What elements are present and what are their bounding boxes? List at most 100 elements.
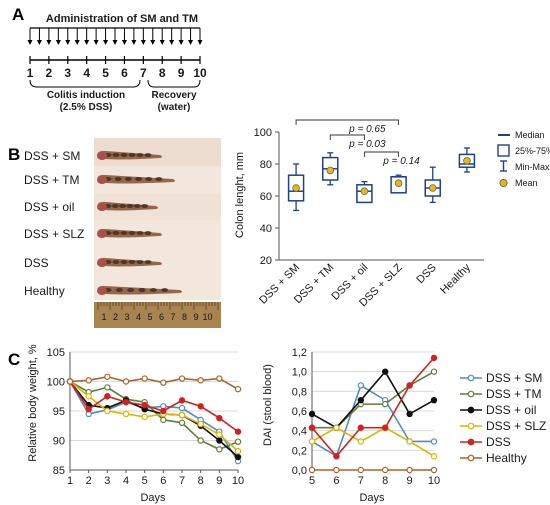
x-tick-label: 7 — [179, 475, 185, 487]
colitis-sublabel: (2.5% DSS) — [60, 102, 113, 113]
x-tick-label: 9 — [407, 475, 413, 487]
series-line-sm — [69, 381, 239, 462]
timeline-day-label: 2 — [46, 66, 53, 80]
colon-segment — [127, 288, 135, 292]
colon-segment — [161, 288, 169, 292]
admin-arrowhead — [197, 40, 203, 45]
x-tick-label: 10 — [428, 475, 440, 487]
series-point-dss — [160, 407, 167, 415]
series-point-healthy — [234, 385, 242, 393]
series-point-dss — [178, 397, 186, 404]
series-line-healthy — [69, 375, 239, 390]
admin-arrowhead — [65, 40, 71, 45]
colon-segment — [136, 153, 144, 157]
admin-arrowhead — [159, 40, 165, 45]
colon-cecum — [97, 287, 107, 295]
x-tick-label: 8 — [382, 475, 388, 487]
timeline-day-label: 8 — [159, 66, 166, 80]
series-point-slz — [406, 438, 413, 445]
series-point-healthy — [357, 466, 364, 474]
series-point-healthy — [85, 377, 92, 384]
series-point-oil — [234, 453, 242, 461]
y-tick-label: 0,0 — [292, 465, 307, 477]
dai-axes: 0,0 0,2 0,4 0,6 0,8 1,0 1,2 5 6 7 8 9 10 — [292, 347, 440, 487]
colon-segment — [115, 288, 123, 292]
colon-segment — [141, 204, 149, 208]
series-line-tm — [312, 370, 435, 429]
boxplot-y-tick-label: 100 — [254, 127, 272, 139]
body-weight-x-label: Days — [140, 492, 166, 504]
series-point-healthy — [430, 466, 438, 474]
series-point-tm — [197, 437, 204, 444]
admin-arrowhead — [150, 40, 156, 45]
dai-chart: 0,0 0,2 0,4 0,6 0,8 1,0 1,2 5 6 7 8 9 10 DAI (stool … — [262, 347, 440, 504]
series-line-dss — [69, 381, 239, 433]
colitis-bracket — [29, 79, 141, 88]
admin-arrowhead — [84, 40, 90, 45]
admin-arrowhead — [178, 40, 184, 45]
series-point-tm — [430, 368, 438, 375]
series-legend: DSS + SM DSS + TM DSS + oil DSS + SLZ DSS Hea… — [460, 371, 546, 465]
ruler-number: 3 — [124, 312, 129, 322]
x-tick-label: 1 — [67, 475, 73, 487]
x-tick-label: 9 — [216, 475, 222, 487]
colon-segment — [136, 231, 144, 235]
box-mean-point — [292, 184, 300, 192]
ruler-number: 4 — [136, 312, 141, 322]
dai-x-label: Days — [359, 492, 385, 504]
colon-segment — [120, 231, 128, 235]
ruler-number: 8 — [182, 312, 187, 322]
timeline-day-label: 7 — [140, 66, 147, 80]
x-tick-label: 2 — [86, 475, 92, 487]
series-point-dss — [308, 424, 316, 431]
admin-arrowhead — [103, 40, 109, 45]
series-point-sm — [357, 382, 364, 389]
admin-arrowhead — [27, 40, 33, 45]
boxplot-y-tick-label: 80 — [260, 159, 272, 171]
series-point-dss — [197, 403, 204, 410]
colon-segment — [120, 260, 128, 264]
colon-samples — [97, 150, 182, 295]
timeline-day-label: 6 — [121, 66, 128, 80]
admin-arrowhead — [55, 40, 61, 45]
series-point-tm — [382, 400, 389, 408]
series-point-slz — [141, 413, 148, 421]
colon-segment — [135, 177, 142, 181]
colon-segment — [112, 260, 120, 264]
admin-arrowhead — [36, 40, 42, 45]
series-point-dss — [122, 398, 130, 406]
colitis-label: Colitis induction — [47, 90, 125, 101]
series-point-dss — [357, 424, 364, 431]
body-weight-series — [66, 373, 242, 465]
comparison-p-value: p = 0.65 — [348, 124, 386, 135]
legend-mean-swatch — [499, 178, 508, 187]
series-point-dss — [333, 453, 340, 460]
legend-label: DSS + SLZ — [486, 419, 546, 433]
legend-minmax-label: Min-Max — [515, 162, 550, 172]
colon-length-boxplot: 20 40 60 80 100 Colon lenght, mm DSS + SMDSS… — [234, 119, 550, 309]
comparison-p-value: p = 0.14 — [382, 156, 420, 167]
series-point-healthy — [66, 378, 74, 385]
series-point-slz — [197, 420, 204, 428]
colon-segment — [120, 153, 128, 157]
legend-label: DSS — [486, 435, 511, 449]
series-point-dss — [430, 354, 438, 362]
y-tick-label: 1,0 — [292, 367, 307, 379]
colon-segment — [144, 153, 152, 157]
timeline-days: 1 2 3 4 5 6 7 8 9 10 — [27, 56, 207, 80]
series-point-healthy — [122, 378, 130, 385]
y-tick-label: 90 — [53, 436, 65, 448]
y-tick-label: 100 — [47, 377, 65, 389]
admin-arrowhead — [169, 40, 175, 45]
recovery-sublabel: (water) — [158, 102, 191, 113]
legend-label: DSS + TM — [486, 387, 541, 401]
admin-arrows — [27, 28, 203, 45]
ruler — [94, 302, 221, 328]
ruler-number: 6 — [159, 312, 164, 322]
series-point-oil — [216, 437, 223, 444]
y-tick-label: 0,4 — [292, 426, 307, 438]
ruler-number: 2 — [113, 312, 118, 322]
admin-arrowhead — [131, 40, 137, 45]
ruler-number: 10 — [202, 312, 212, 322]
legend-swatch-marker — [467, 374, 475, 382]
